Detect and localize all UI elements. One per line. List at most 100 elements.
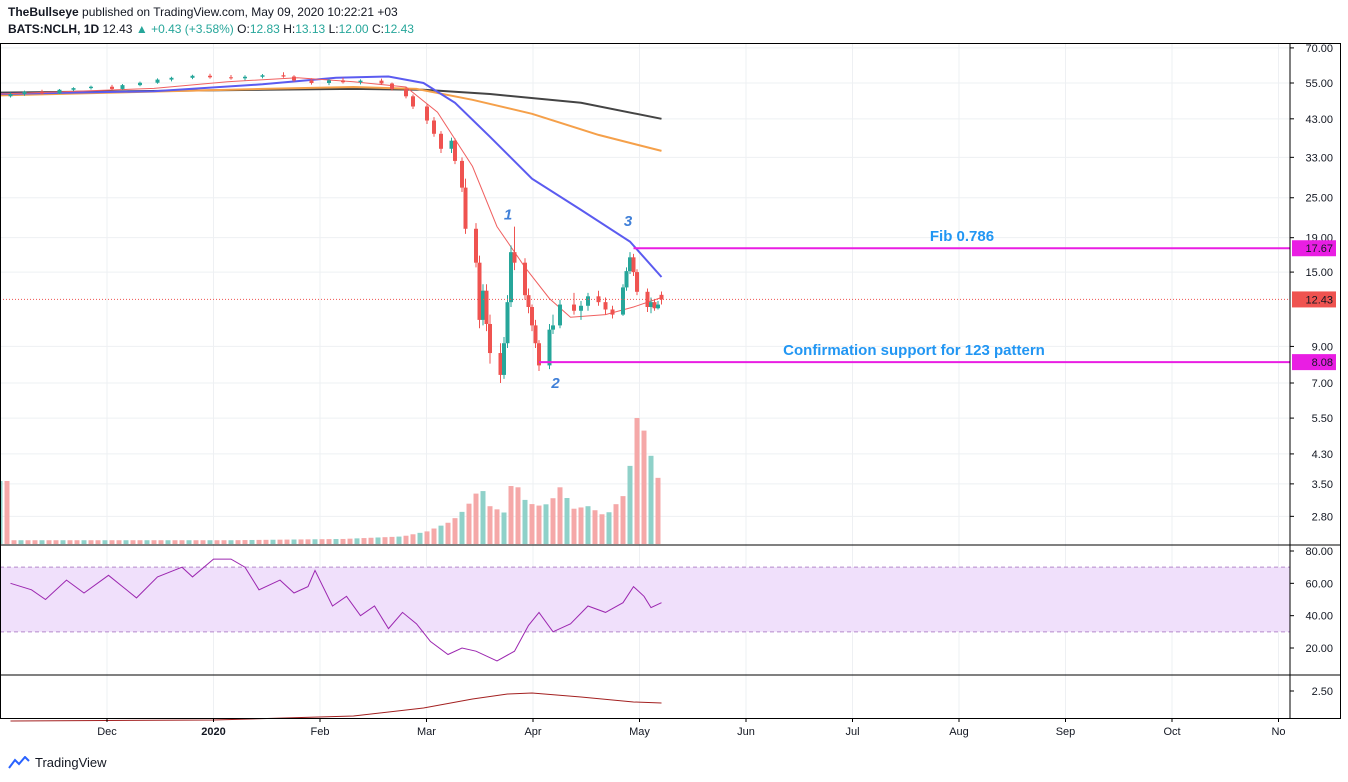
candle-body[interactable] [498, 353, 503, 375]
candle-body[interactable] [8, 93, 13, 97]
volume-bar [361, 538, 367, 544]
candle-body[interactable] [260, 75, 265, 77]
candle-body[interactable] [341, 80, 345, 83]
candle-body[interactable] [460, 160, 464, 188]
time-tick-label: Sep [1056, 726, 1076, 738]
price-tick-label: 70.00 [1305, 43, 1333, 55]
candle-body[interactable] [502, 343, 506, 375]
volume-bar [606, 512, 612, 544]
candle-body[interactable] [22, 91, 27, 94]
close-value: 12.43 [383, 22, 414, 36]
candle-body[interactable] [432, 120, 436, 134]
candle-body[interactable] [652, 302, 657, 309]
candle-body[interactable] [40, 91, 44, 94]
candle-body[interactable] [190, 75, 195, 78]
candle-body[interactable] [404, 88, 408, 97]
candle-body[interactable] [533, 325, 538, 344]
candle-body[interactable] [484, 290, 489, 324]
volume-bar [375, 537, 381, 544]
candle-body[interactable] [558, 304, 562, 326]
price-tick-label: 3.50 [1312, 479, 1333, 491]
candle-body[interactable] [656, 304, 660, 309]
candle-body[interactable] [488, 323, 492, 354]
price-labels: 17.67 12.43 8.08 [1292, 240, 1336, 371]
candle-body[interactable] [628, 257, 632, 272]
candle-body[interactable] [481, 290, 485, 320]
footer-brand[interactable]: TradingView [8, 755, 107, 770]
candle-body[interactable] [477, 262, 482, 320]
candle-body[interactable] [596, 296, 601, 303]
candle-body[interactable] [243, 76, 247, 79]
up-arrow-icon: ▲ [135, 22, 148, 36]
candle-body[interactable] [530, 307, 534, 326]
candle-body[interactable] [327, 80, 331, 83]
third-tick-label: 2.50 [1312, 686, 1333, 698]
candle-body[interactable] [463, 187, 468, 229]
candle-body[interactable] [453, 140, 457, 161]
candle-body[interactable] [586, 296, 590, 306]
volume-bar [214, 540, 220, 544]
volume-bar [459, 511, 465, 544]
candle-body[interactable] [449, 140, 454, 149]
candle-body[interactable] [292, 76, 296, 81]
candle-body[interactable] [635, 272, 639, 292]
volume-bar [508, 486, 514, 544]
candle-body[interactable] [120, 85, 125, 89]
candle-body[interactable] [138, 82, 142, 86]
candle-body[interactable] [547, 329, 552, 366]
candle-body[interactable] [425, 106, 429, 121]
volume-bar [515, 487, 521, 544]
symbol-name[interactable]: BATS:NCLH, 1D [8, 22, 100, 36]
time-tick-label: 2020 [201, 726, 225, 738]
candle-body[interactable] [523, 262, 527, 296]
volume-bar [557, 487, 563, 544]
volume-bar [130, 540, 136, 544]
candle-body[interactable] [57, 89, 62, 94]
candle-body[interactable] [621, 287, 625, 315]
candle-body[interactable] [572, 304, 576, 311]
volume-bar [186, 540, 192, 544]
candle-body[interactable] [110, 86, 114, 89]
close-label: C: [371, 22, 384, 36]
candle-body[interactable] [169, 77, 174, 80]
candle-body[interactable] [649, 302, 653, 308]
candle-body[interactable] [208, 75, 212, 78]
candle-body[interactable] [439, 133, 443, 149]
candle-body[interactable] [603, 302, 608, 310]
candle-body[interactable] [379, 80, 384, 84]
candle-body[interactable] [390, 83, 394, 89]
candle-body[interactable] [89, 86, 93, 89]
candle-body[interactable] [610, 309, 615, 315]
candle-body[interactable] [474, 228, 478, 263]
candle-body[interactable] [509, 252, 513, 303]
candle-body[interactable] [631, 257, 636, 273]
candle-body[interactable] [659, 294, 664, 300]
candle-body[interactable] [624, 271, 629, 288]
price-label-box [1292, 354, 1336, 371]
horizontal-lines[interactable] [0, 247, 1290, 364]
candle-body[interactable] [645, 291, 650, 308]
candle-body[interactable] [155, 79, 160, 83]
candle-body[interactable] [411, 96, 415, 107]
volume-bar [529, 504, 535, 544]
candle-body[interactable] [505, 302, 510, 344]
candle-body[interactable] [512, 252, 517, 263]
candle-body[interactable] [229, 77, 233, 79]
volume-bar [543, 504, 549, 544]
candle-body[interactable] [71, 88, 76, 90]
candle-body[interactable] [358, 80, 363, 83]
candle-body[interactable] [579, 305, 583, 311]
candle-body[interactable] [309, 80, 314, 83]
candle-body[interactable] [537, 343, 541, 366]
candles[interactable] [8, 72, 664, 383]
volume-bar [200, 540, 206, 544]
author-name[interactable]: TheBullseye [8, 5, 79, 19]
open-label: O: [237, 22, 250, 36]
candle-body[interactable] [281, 75, 286, 77]
volume-bar [0, 481, 3, 544]
candle-body[interactable] [551, 325, 555, 330]
candle-body[interactable] [526, 295, 531, 308]
volume-bar [438, 525, 444, 544]
volume-bar [165, 540, 171, 544]
